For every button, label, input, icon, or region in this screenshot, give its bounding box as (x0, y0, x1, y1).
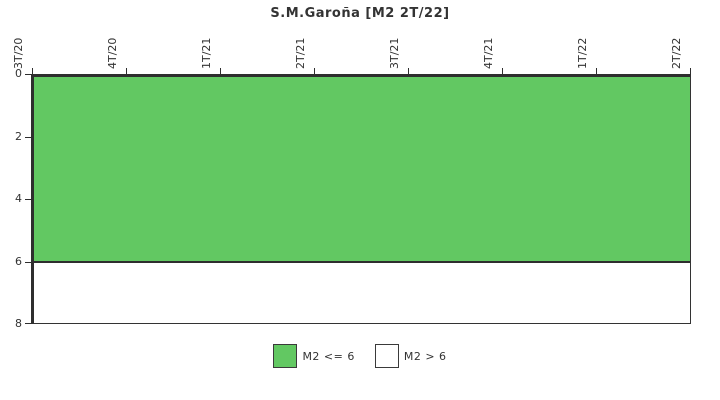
x-axis-tick (596, 68, 597, 74)
y-axis-tick-label: 4 (15, 192, 22, 205)
x-axis-tick (690, 68, 691, 74)
y-axis-tick-label: 8 (15, 317, 22, 330)
chart-title: S.M.Garoña [M2 2T/22] (270, 6, 450, 21)
legend-label: M2 <= 6 (302, 349, 355, 363)
x-axis-tick-label: 2T/22 (670, 37, 683, 69)
x-axis-tick-label: 4T/21 (482, 37, 495, 69)
legend: M2 <= 6 M2 > 6 (0, 344, 720, 368)
x-axis-tick-label: 1T/22 (576, 37, 589, 69)
legend-item-m2-above: M2 > 6 (374, 344, 447, 368)
x-axis-tick-label: 4T/20 (106, 37, 119, 69)
y-axis-tick-label: 0 (15, 67, 22, 80)
x-axis-tick-label: 1T/21 (200, 37, 213, 69)
y-axis-tick-label: 2 (15, 130, 22, 143)
y-axis-tick (25, 199, 31, 200)
x-axis-tick-label: 2T/21 (294, 37, 307, 69)
y-axis-tick-label: 6 (15, 255, 22, 268)
area-m2-above-threshold (34, 263, 690, 323)
legend-label: M2 > 6 (403, 349, 447, 363)
y-axis-tick (25, 74, 31, 75)
legend-swatch-white-icon (374, 344, 399, 368)
y-axis-tick (25, 323, 31, 324)
x-axis-tick (502, 68, 503, 74)
legend-swatch-green-icon (273, 344, 298, 368)
area-m2-below-threshold (34, 77, 690, 263)
y-axis-tick (25, 262, 31, 263)
y-axis-tick (25, 137, 31, 138)
x-axis-tick-label: 3T/20 (12, 37, 25, 69)
x-axis-tick-label: 3T/21 (388, 37, 401, 69)
x-axis-tick (32, 68, 33, 74)
plot-area (31, 74, 691, 324)
x-axis-tick (314, 68, 315, 74)
legend-item-m2-below: M2 <= 6 (273, 344, 354, 368)
x-axis-tick (408, 68, 409, 74)
x-axis-tick (220, 68, 221, 74)
x-axis-tick (126, 68, 127, 74)
